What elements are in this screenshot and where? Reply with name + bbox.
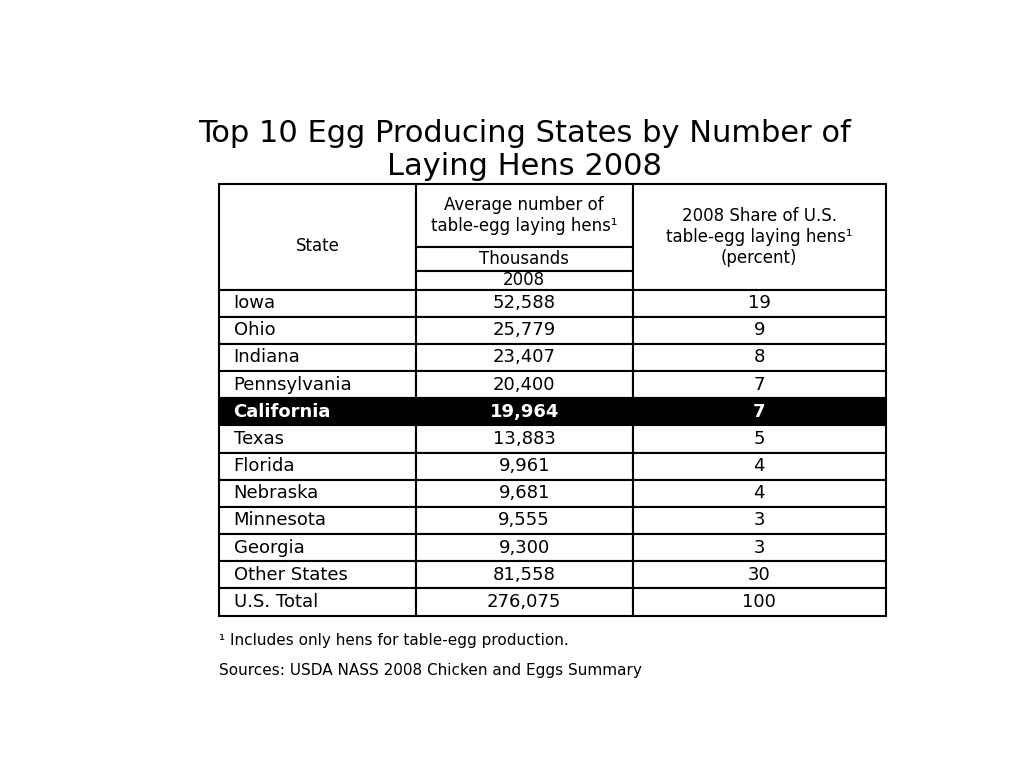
Bar [416,316,633,344]
Bar [416,480,633,507]
Bar [416,588,633,615]
Bar [633,561,886,588]
Text: 23,407: 23,407 [493,349,556,366]
Bar [633,534,886,561]
Text: 7: 7 [753,402,766,421]
Text: Other States: Other States [233,566,347,584]
Text: 9: 9 [754,321,765,339]
Text: Indiana: Indiana [233,349,300,366]
Text: Minnesota: Minnesota [233,511,327,529]
Bar [633,399,886,425]
Text: 19: 19 [748,294,771,312]
Text: 100: 100 [742,593,776,611]
Bar [416,371,633,399]
Text: 9,681: 9,681 [499,485,550,502]
Text: ¹ Includes only hens for table-egg production.: ¹ Includes only hens for table-egg produ… [219,634,569,648]
Text: 9,555: 9,555 [499,511,550,529]
Bar [633,316,886,344]
Bar [219,371,416,399]
Bar [416,290,633,316]
Bar [416,425,633,452]
Text: 276,075: 276,075 [487,593,561,611]
Text: 9,300: 9,300 [499,538,550,557]
Bar [219,480,416,507]
Bar [219,344,416,371]
Bar [219,316,416,344]
Text: 5: 5 [754,430,765,448]
Bar [416,247,633,270]
Text: 9,961: 9,961 [499,457,550,475]
Text: U.S. Total: U.S. Total [233,593,317,611]
Bar [416,270,633,290]
Bar [633,588,886,615]
Bar [416,507,633,534]
Bar [219,290,416,316]
Text: 7: 7 [754,376,765,394]
Text: Sources: USDA NASS 2008 Chicken and Eggs Summary: Sources: USDA NASS 2008 Chicken and Eggs… [219,663,642,678]
Text: Ohio: Ohio [233,321,275,339]
Text: 13,883: 13,883 [493,430,556,448]
Bar [219,534,416,561]
Text: Texas: Texas [233,430,284,448]
Bar [219,507,416,534]
Bar [219,588,416,615]
Text: 25,779: 25,779 [493,321,556,339]
Bar [633,290,886,316]
Text: 4: 4 [754,485,765,502]
Text: 8: 8 [754,349,765,366]
Bar [633,480,886,507]
Bar [633,425,886,452]
Text: 20,400: 20,400 [493,376,555,394]
Bar [416,534,633,561]
Text: 30: 30 [748,566,771,584]
Text: 2008 Share of U.S.
table-egg laying hens¹
(percent): 2008 Share of U.S. table-egg laying hens… [666,207,852,266]
Bar [416,184,633,247]
Text: Pennsylvania: Pennsylvania [233,376,352,394]
Bar [219,425,416,452]
Text: 3: 3 [754,538,765,557]
Bar [633,184,886,290]
Text: Georgia: Georgia [233,538,304,557]
Text: Iowa: Iowa [233,294,275,312]
Bar [219,184,416,290]
Text: 3: 3 [754,511,765,529]
Text: 52,588: 52,588 [493,294,556,312]
Bar [416,561,633,588]
Bar [219,399,416,425]
Text: Nebraska: Nebraska [233,485,318,502]
Text: 4: 4 [754,457,765,475]
Text: 2008: 2008 [503,271,546,289]
Text: California: California [233,402,331,421]
Bar [416,452,633,480]
Text: Thousands: Thousands [479,250,569,268]
Text: Top 10 Egg Producing States by Number of
Laying Hens 2008: Top 10 Egg Producing States by Number of… [199,119,851,181]
Bar [416,399,633,425]
Bar [633,344,886,371]
Bar [633,507,886,534]
Text: State: State [296,237,340,254]
Text: 81,558: 81,558 [493,566,556,584]
Bar [219,452,416,480]
Text: Florida: Florida [233,457,295,475]
Bar [633,452,886,480]
Bar [633,371,886,399]
Text: 19,964: 19,964 [489,402,559,421]
Bar [416,344,633,371]
Text: Average number of
table-egg laying hens¹: Average number of table-egg laying hens¹ [431,196,617,235]
Bar [219,561,416,588]
